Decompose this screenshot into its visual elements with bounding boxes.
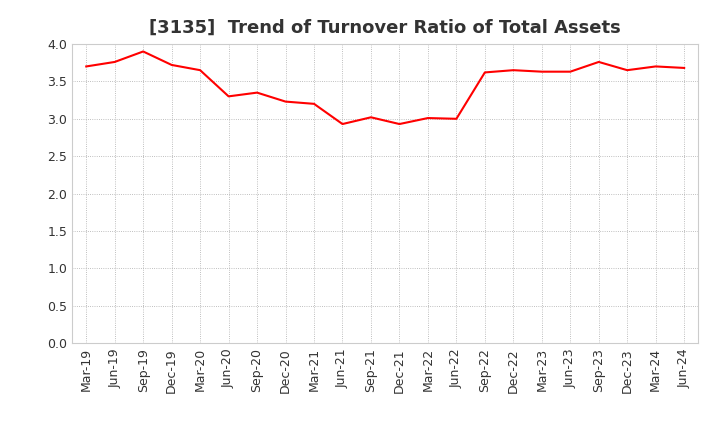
Title: [3135]  Trend of Turnover Ratio of Total Assets: [3135] Trend of Turnover Ratio of Total … — [149, 19, 621, 37]
